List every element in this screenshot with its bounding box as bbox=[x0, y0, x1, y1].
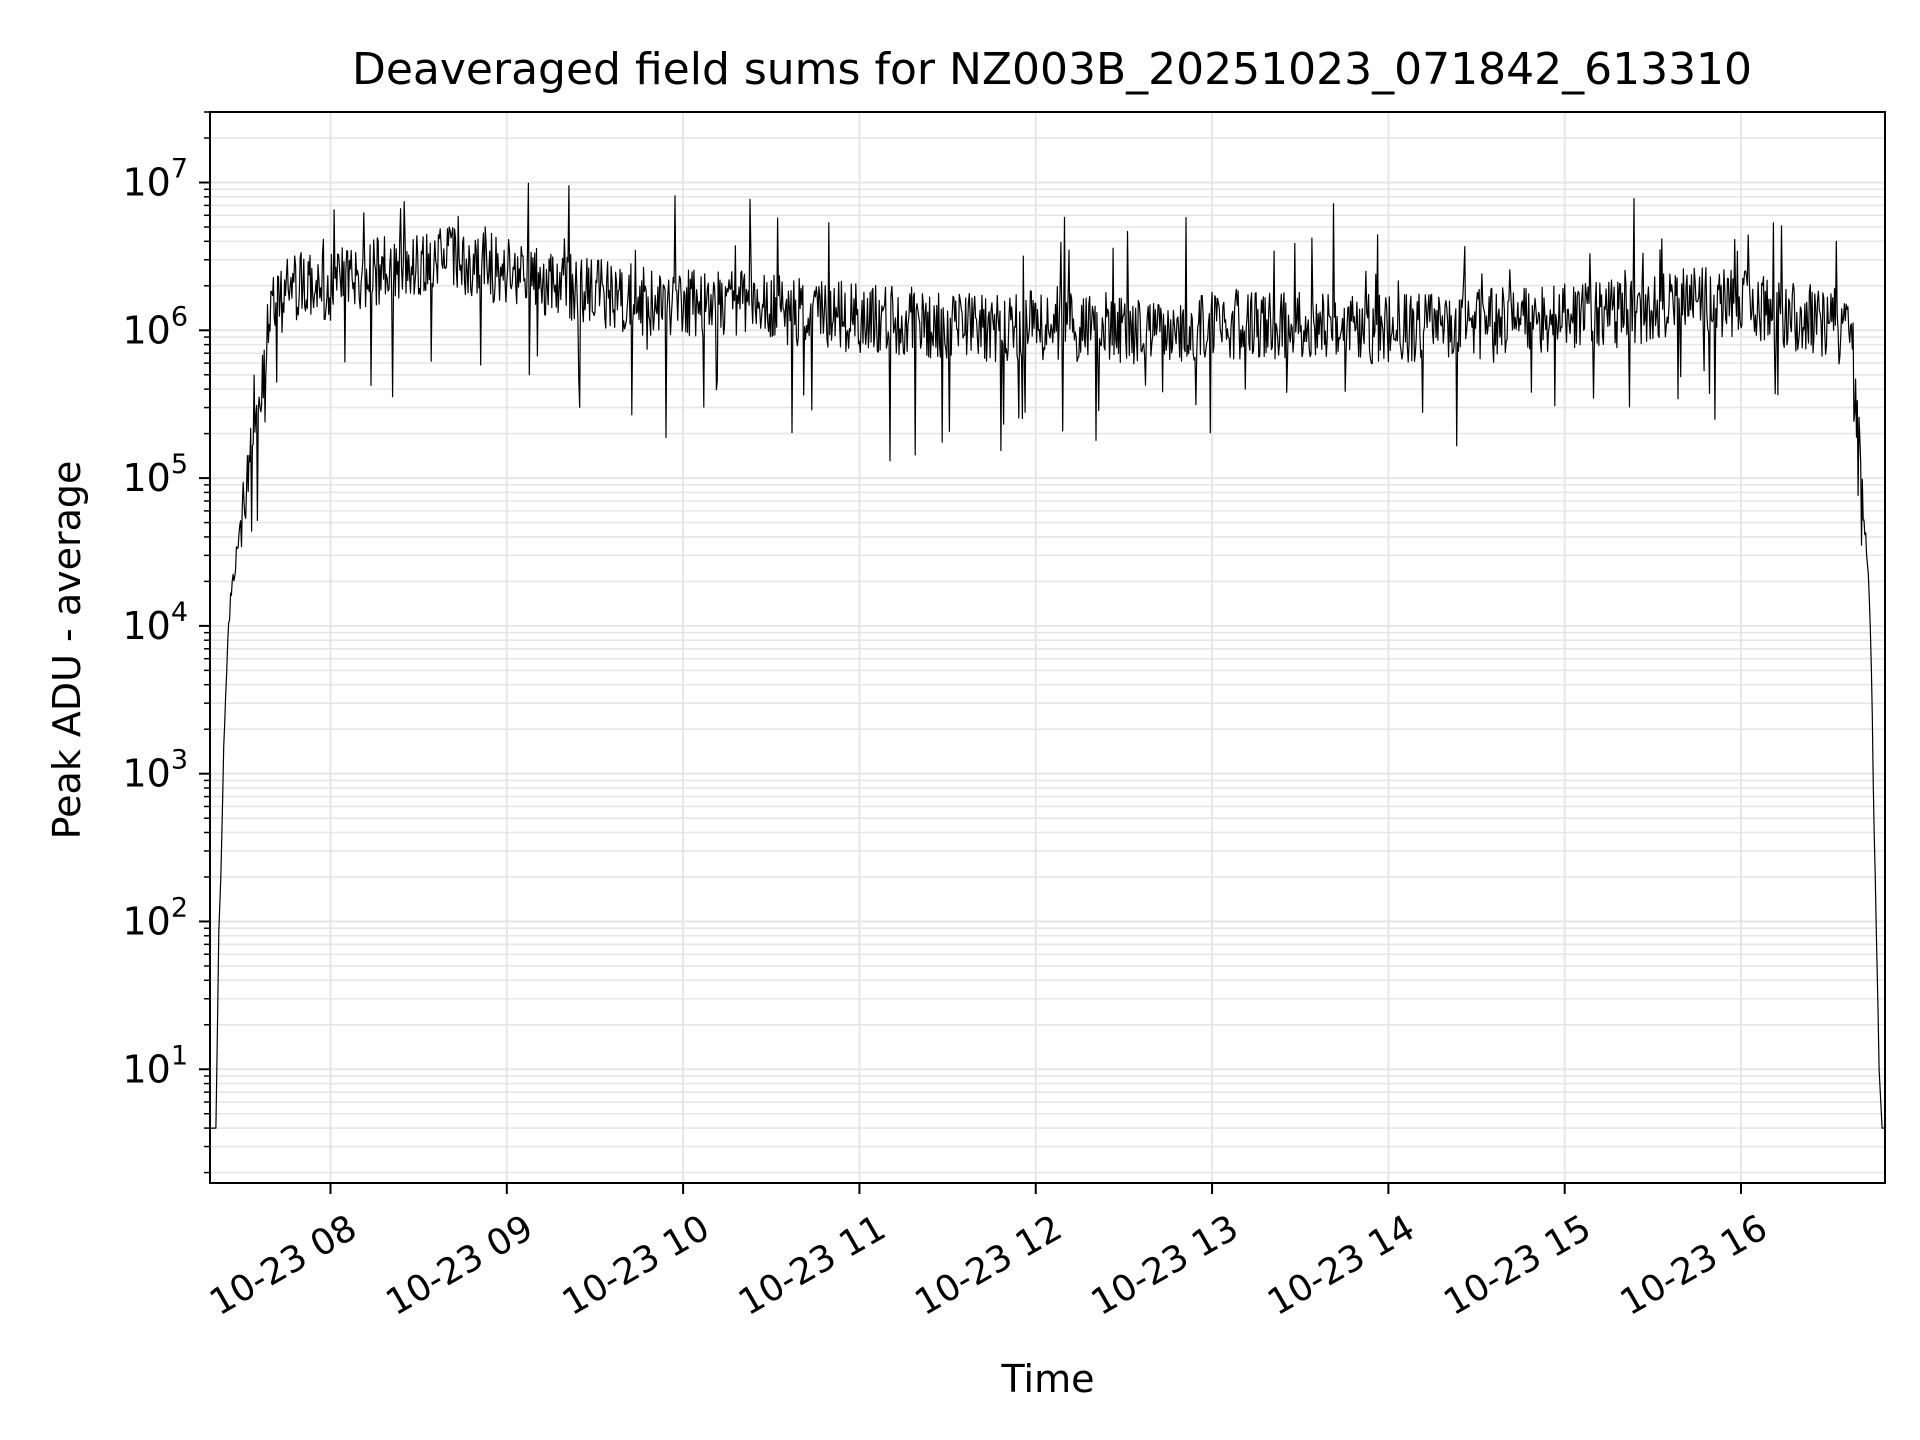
y-tick-label: 101 bbox=[122, 1040, 188, 1091]
plot-frame bbox=[209, 111, 1886, 1184]
y-tick-label: 107 bbox=[122, 154, 188, 205]
grid-layer bbox=[210, 111, 1885, 1183]
chart-title: Deaveraged field sums for NZ003B_2025102… bbox=[352, 44, 1752, 95]
x-axis-label: Time bbox=[1001, 1357, 1095, 1401]
y-tick-label: 106 bbox=[122, 301, 188, 352]
y-tick-label: 104 bbox=[122, 597, 188, 648]
y-tick-label: 102 bbox=[122, 892, 188, 943]
series-layer bbox=[210, 182, 1885, 1129]
series-line bbox=[210, 182, 1885, 1129]
y-axis-label: Peak ADU - average bbox=[45, 461, 89, 840]
y-tick-label: 103 bbox=[122, 745, 188, 796]
y-tick-label: 105 bbox=[122, 449, 188, 500]
